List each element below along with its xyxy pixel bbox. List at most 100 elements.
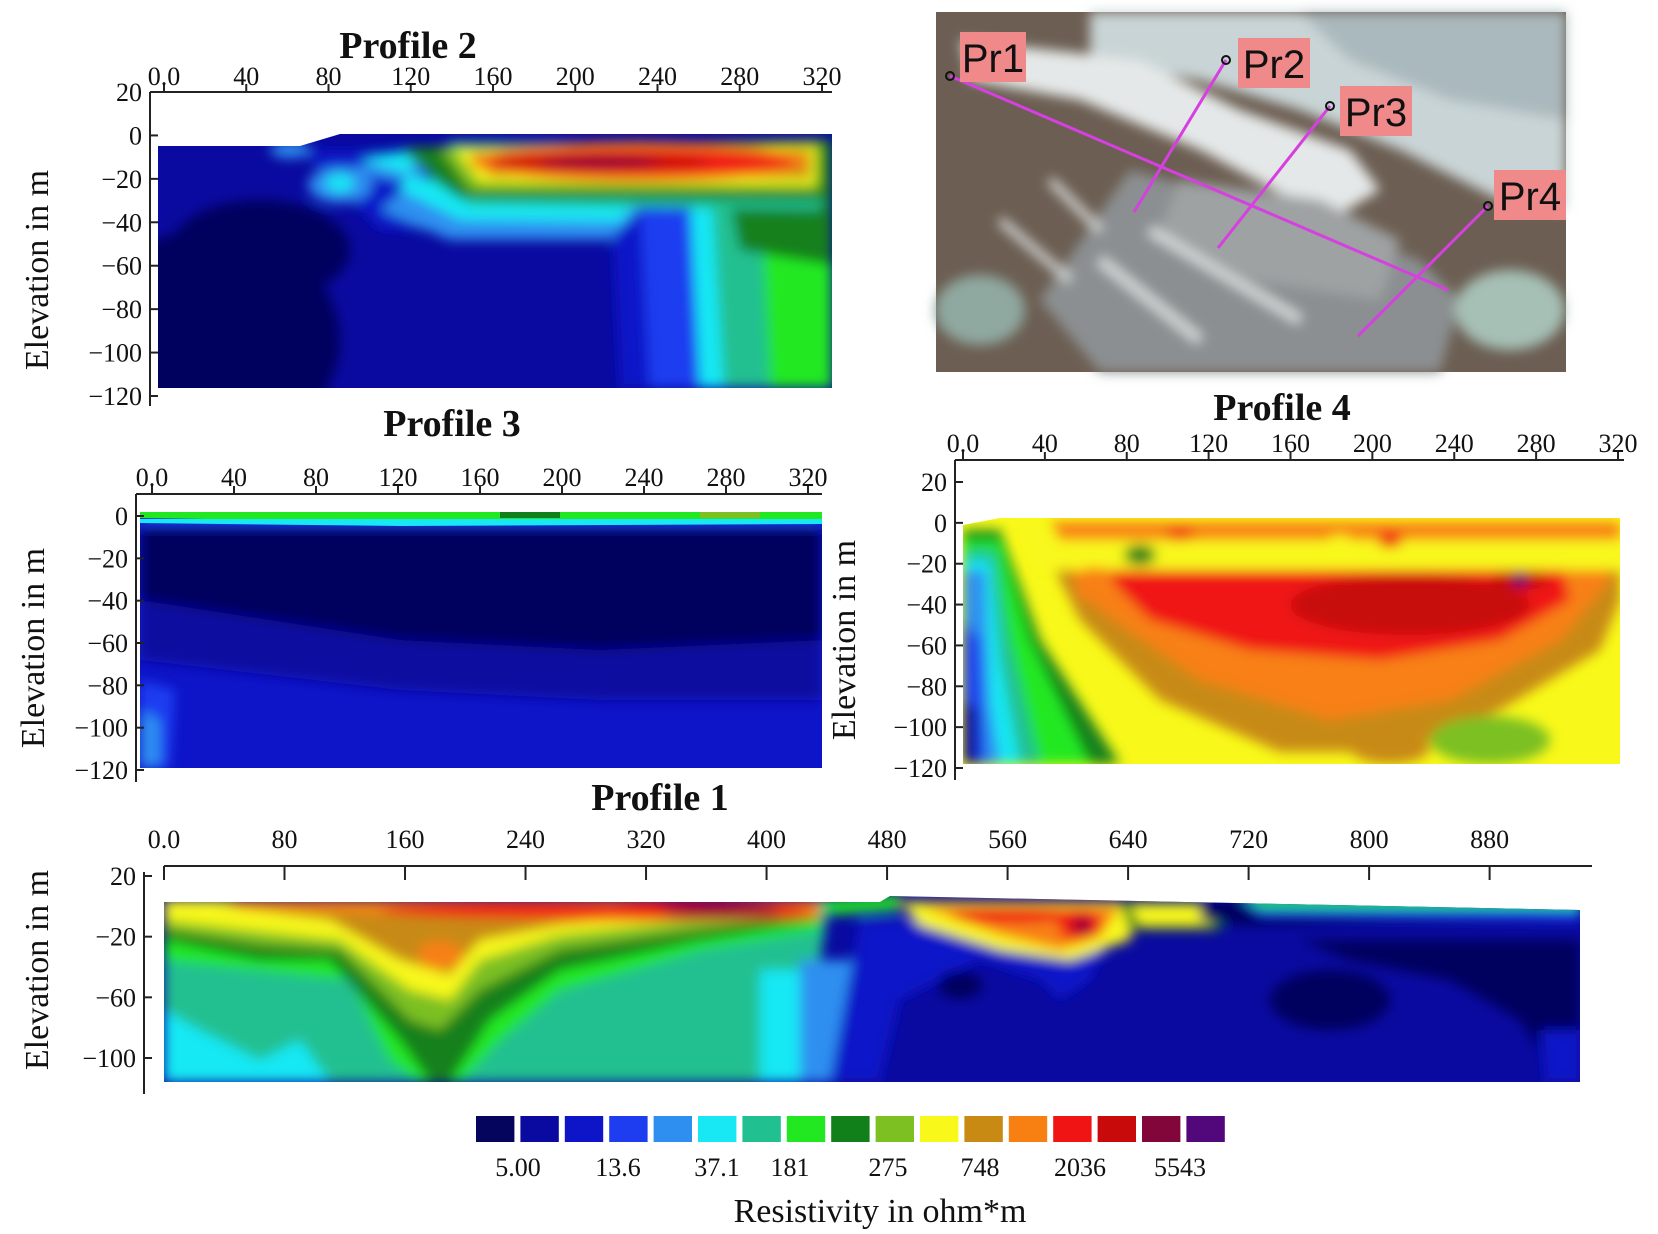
x-tick-label: 880 xyxy=(1470,825,1509,854)
y-tick-label: −100 xyxy=(893,713,947,742)
colorbar-swatch xyxy=(1142,1116,1181,1142)
profile-1-section xyxy=(164,896,1580,1082)
colorbar-tick-label: 748 xyxy=(961,1153,1000,1182)
x-tick-label: 80 xyxy=(1114,429,1140,458)
x-tick-label: 40 xyxy=(1032,429,1058,458)
map-label-pr2: Pr2 xyxy=(1238,38,1310,88)
colorbar-title: Resistivity in ohm*m xyxy=(734,1193,1027,1230)
svg-text:Pr1: Pr1 xyxy=(962,37,1024,81)
profile-line-pr2 xyxy=(1132,59,1228,213)
profile-3-panel: Profile 3 Elevation in m 0.0 40 80 120 160 20… xyxy=(15,403,828,785)
x-tick-label: 240 xyxy=(1435,429,1474,458)
colorbar-labels: 5.00 13.6 37.1 181 275 748 2036 5543 xyxy=(495,1153,1206,1182)
x-tick-label: 0.0 xyxy=(148,825,181,854)
x-tick-label: 320 xyxy=(803,62,842,91)
x-tick-label: 120 xyxy=(391,62,430,91)
y-tick-label: −40 xyxy=(101,208,142,237)
y-tick-label: −120 xyxy=(88,382,142,411)
x-tick-label: 0.0 xyxy=(136,463,169,492)
svg-text:Pr3: Pr3 xyxy=(1345,91,1407,135)
colorbar-swatch xyxy=(520,1116,559,1142)
profile-2-ticks: 0.0 40 80 120 160 200 240 280 320200−20−40−60−80… xyxy=(88,62,841,411)
x-tick-label: 320 xyxy=(1599,429,1638,458)
x-tick-label: 320 xyxy=(789,463,828,492)
x-tick-label: 200 xyxy=(556,62,595,91)
y-tick-label: −80 xyxy=(906,672,947,701)
profile-2-panel: Profile 2 Elevation in m xyxy=(19,25,842,411)
x-tick-label: 160 xyxy=(1271,429,1310,458)
x-tick-label: 800 xyxy=(1350,825,1389,854)
y-tick-label: 0 xyxy=(129,121,142,150)
profile-4-ticks: 0.0 40 80 120 160 200 240 280 320200−20−40−60−80… xyxy=(893,429,1637,783)
colorbar-tick-label: 2036 xyxy=(1054,1153,1106,1182)
y-tick-label: 0 xyxy=(115,502,128,531)
x-tick-label: 400 xyxy=(747,825,786,854)
svg-text:Pr2: Pr2 xyxy=(1243,43,1305,87)
colorbar-swatch xyxy=(831,1116,870,1142)
profile-4-section xyxy=(963,518,1620,764)
profile-line-pr1 xyxy=(949,74,1449,292)
profile-2-title: Profile 2 xyxy=(339,25,477,67)
profile-3-title: Profile 3 xyxy=(383,403,521,445)
location-map: Pr1 Pr2 Pr3 Pr4 xyxy=(935,12,1566,372)
profile-1-title: Profile 1 xyxy=(591,777,729,819)
x-tick-label: 0.0 xyxy=(947,429,980,458)
y-tick-label: 20 xyxy=(110,862,136,891)
x-tick-label: 720 xyxy=(1229,825,1268,854)
colorbar-swatch xyxy=(875,1116,914,1142)
y-tick-label: −20 xyxy=(906,550,947,579)
colorbar-swatch xyxy=(1097,1116,1136,1142)
colorbar-swatch xyxy=(964,1116,1003,1142)
map-label-pr3: Pr3 xyxy=(1340,86,1412,136)
x-tick-label: 200 xyxy=(543,463,582,492)
profile-4-title: Profile 4 xyxy=(1213,387,1351,429)
profile-lines xyxy=(945,55,1493,338)
profile-line-pr3 xyxy=(1216,105,1332,249)
profile-4-ylabel: Elevation in m xyxy=(826,540,863,740)
profile-line-pr4 xyxy=(1356,204,1490,338)
colorbar-tick-label: 181 xyxy=(771,1153,810,1182)
profile-2-section xyxy=(158,134,832,388)
y-tick-label: −80 xyxy=(87,671,128,700)
x-tick-label: 40 xyxy=(221,463,247,492)
x-tick-label: 80 xyxy=(316,62,342,91)
y-tick-label: 20 xyxy=(921,468,947,497)
y-tick-label: −120 xyxy=(74,756,128,785)
colorbar-swatch xyxy=(1008,1116,1048,1142)
x-tick-label: 480 xyxy=(868,825,907,854)
x-tick-label: 280 xyxy=(720,62,759,91)
colorbar-swatch xyxy=(742,1116,781,1142)
colorbar-swatch xyxy=(653,1116,692,1142)
y-tick-label: −20 xyxy=(87,544,128,573)
colorbar-swatch xyxy=(1186,1116,1225,1142)
y-tick-label: −60 xyxy=(87,629,128,658)
colorbar-tick-label: 37.1 xyxy=(694,1153,740,1182)
colorbar-swatch xyxy=(564,1116,604,1142)
x-tick-label: 280 xyxy=(1517,429,1556,458)
profile-1-panel: Profile 1 Elevation in m xyxy=(19,777,1592,1094)
svg-text:Pr4: Pr4 xyxy=(1499,175,1561,219)
colorbar-tick-label: 5.00 xyxy=(495,1153,541,1182)
y-tick-label: −40 xyxy=(906,591,947,620)
y-tick-label: −20 xyxy=(101,165,142,194)
x-tick-label: 200 xyxy=(1353,429,1392,458)
profile-2-axes xyxy=(149,91,832,406)
colorbar-tick-label: 275 xyxy=(869,1153,908,1182)
x-tick-label: 560 xyxy=(988,825,1027,854)
profile-3-ticks: 0.0 40 80 120 160 200 240 280 320 0 −20 −40 −60 −80 −1… xyxy=(74,463,827,785)
colorbar-tick-label: 13.6 xyxy=(595,1153,641,1182)
profile-1-ticks: 0.0 80 160 240 320 400 480 560 640 720 800 880 20 −20… xyxy=(82,825,1509,1073)
x-tick-label: 320 xyxy=(627,825,666,854)
colorbar: 5.00 13.6 37.1 181 275 748 2036 5543 Resistivit… xyxy=(476,1116,1225,1230)
y-tick-label: 20 xyxy=(116,78,142,107)
y-tick-label: −100 xyxy=(82,1044,136,1073)
y-tick-label: −100 xyxy=(88,339,142,368)
y-tick-label: −20 xyxy=(95,923,136,952)
y-tick-label: −60 xyxy=(95,983,136,1012)
x-tick-label: 160 xyxy=(474,62,513,91)
x-tick-label: 80 xyxy=(272,825,298,854)
x-tick-label: 160 xyxy=(386,825,425,854)
profile-2-ylabel: Elevation in m xyxy=(19,170,56,370)
x-tick-label: 80 xyxy=(303,463,329,492)
